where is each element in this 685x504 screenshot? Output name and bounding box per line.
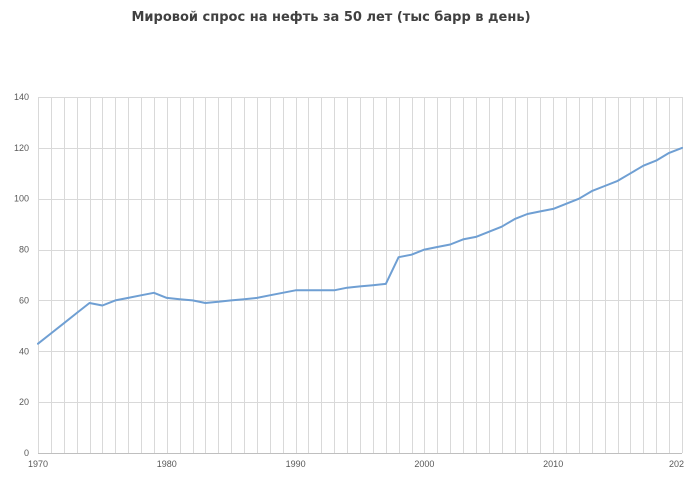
y-tick-label-140: 140 xyxy=(14,92,29,102)
x-tick-label-1990: 1990 xyxy=(286,459,306,469)
y-tick-label-100: 100 xyxy=(14,194,29,204)
series-layer xyxy=(37,146,683,345)
gridlines xyxy=(38,97,683,453)
x-tick-label-1970: 1970 xyxy=(28,459,48,469)
y-tick-label-40: 40 xyxy=(19,346,29,356)
x-tick-label-1980: 1980 xyxy=(157,459,177,469)
tick-labels: 0 20 40 60 80 100 120 140 1970 1980 1990 2000 2010 20… xyxy=(14,92,684,469)
x-tick-label-2010: 2010 xyxy=(543,459,563,469)
y-tick-label-120: 120 xyxy=(14,143,29,153)
y-tick-label-60: 60 xyxy=(19,295,29,305)
y-tick-label-0: 0 xyxy=(24,448,29,458)
series-line-0 xyxy=(37,146,683,345)
chart-title: Мировой спрос на нефть за 50 лет (тыс ба… xyxy=(131,10,530,25)
y-tick-label-80: 80 xyxy=(19,245,29,255)
x-tick-label-2020: 202 xyxy=(669,459,684,469)
y-tick-label-20: 20 xyxy=(19,397,29,407)
x-tick-label-2000: 2000 xyxy=(414,459,434,469)
